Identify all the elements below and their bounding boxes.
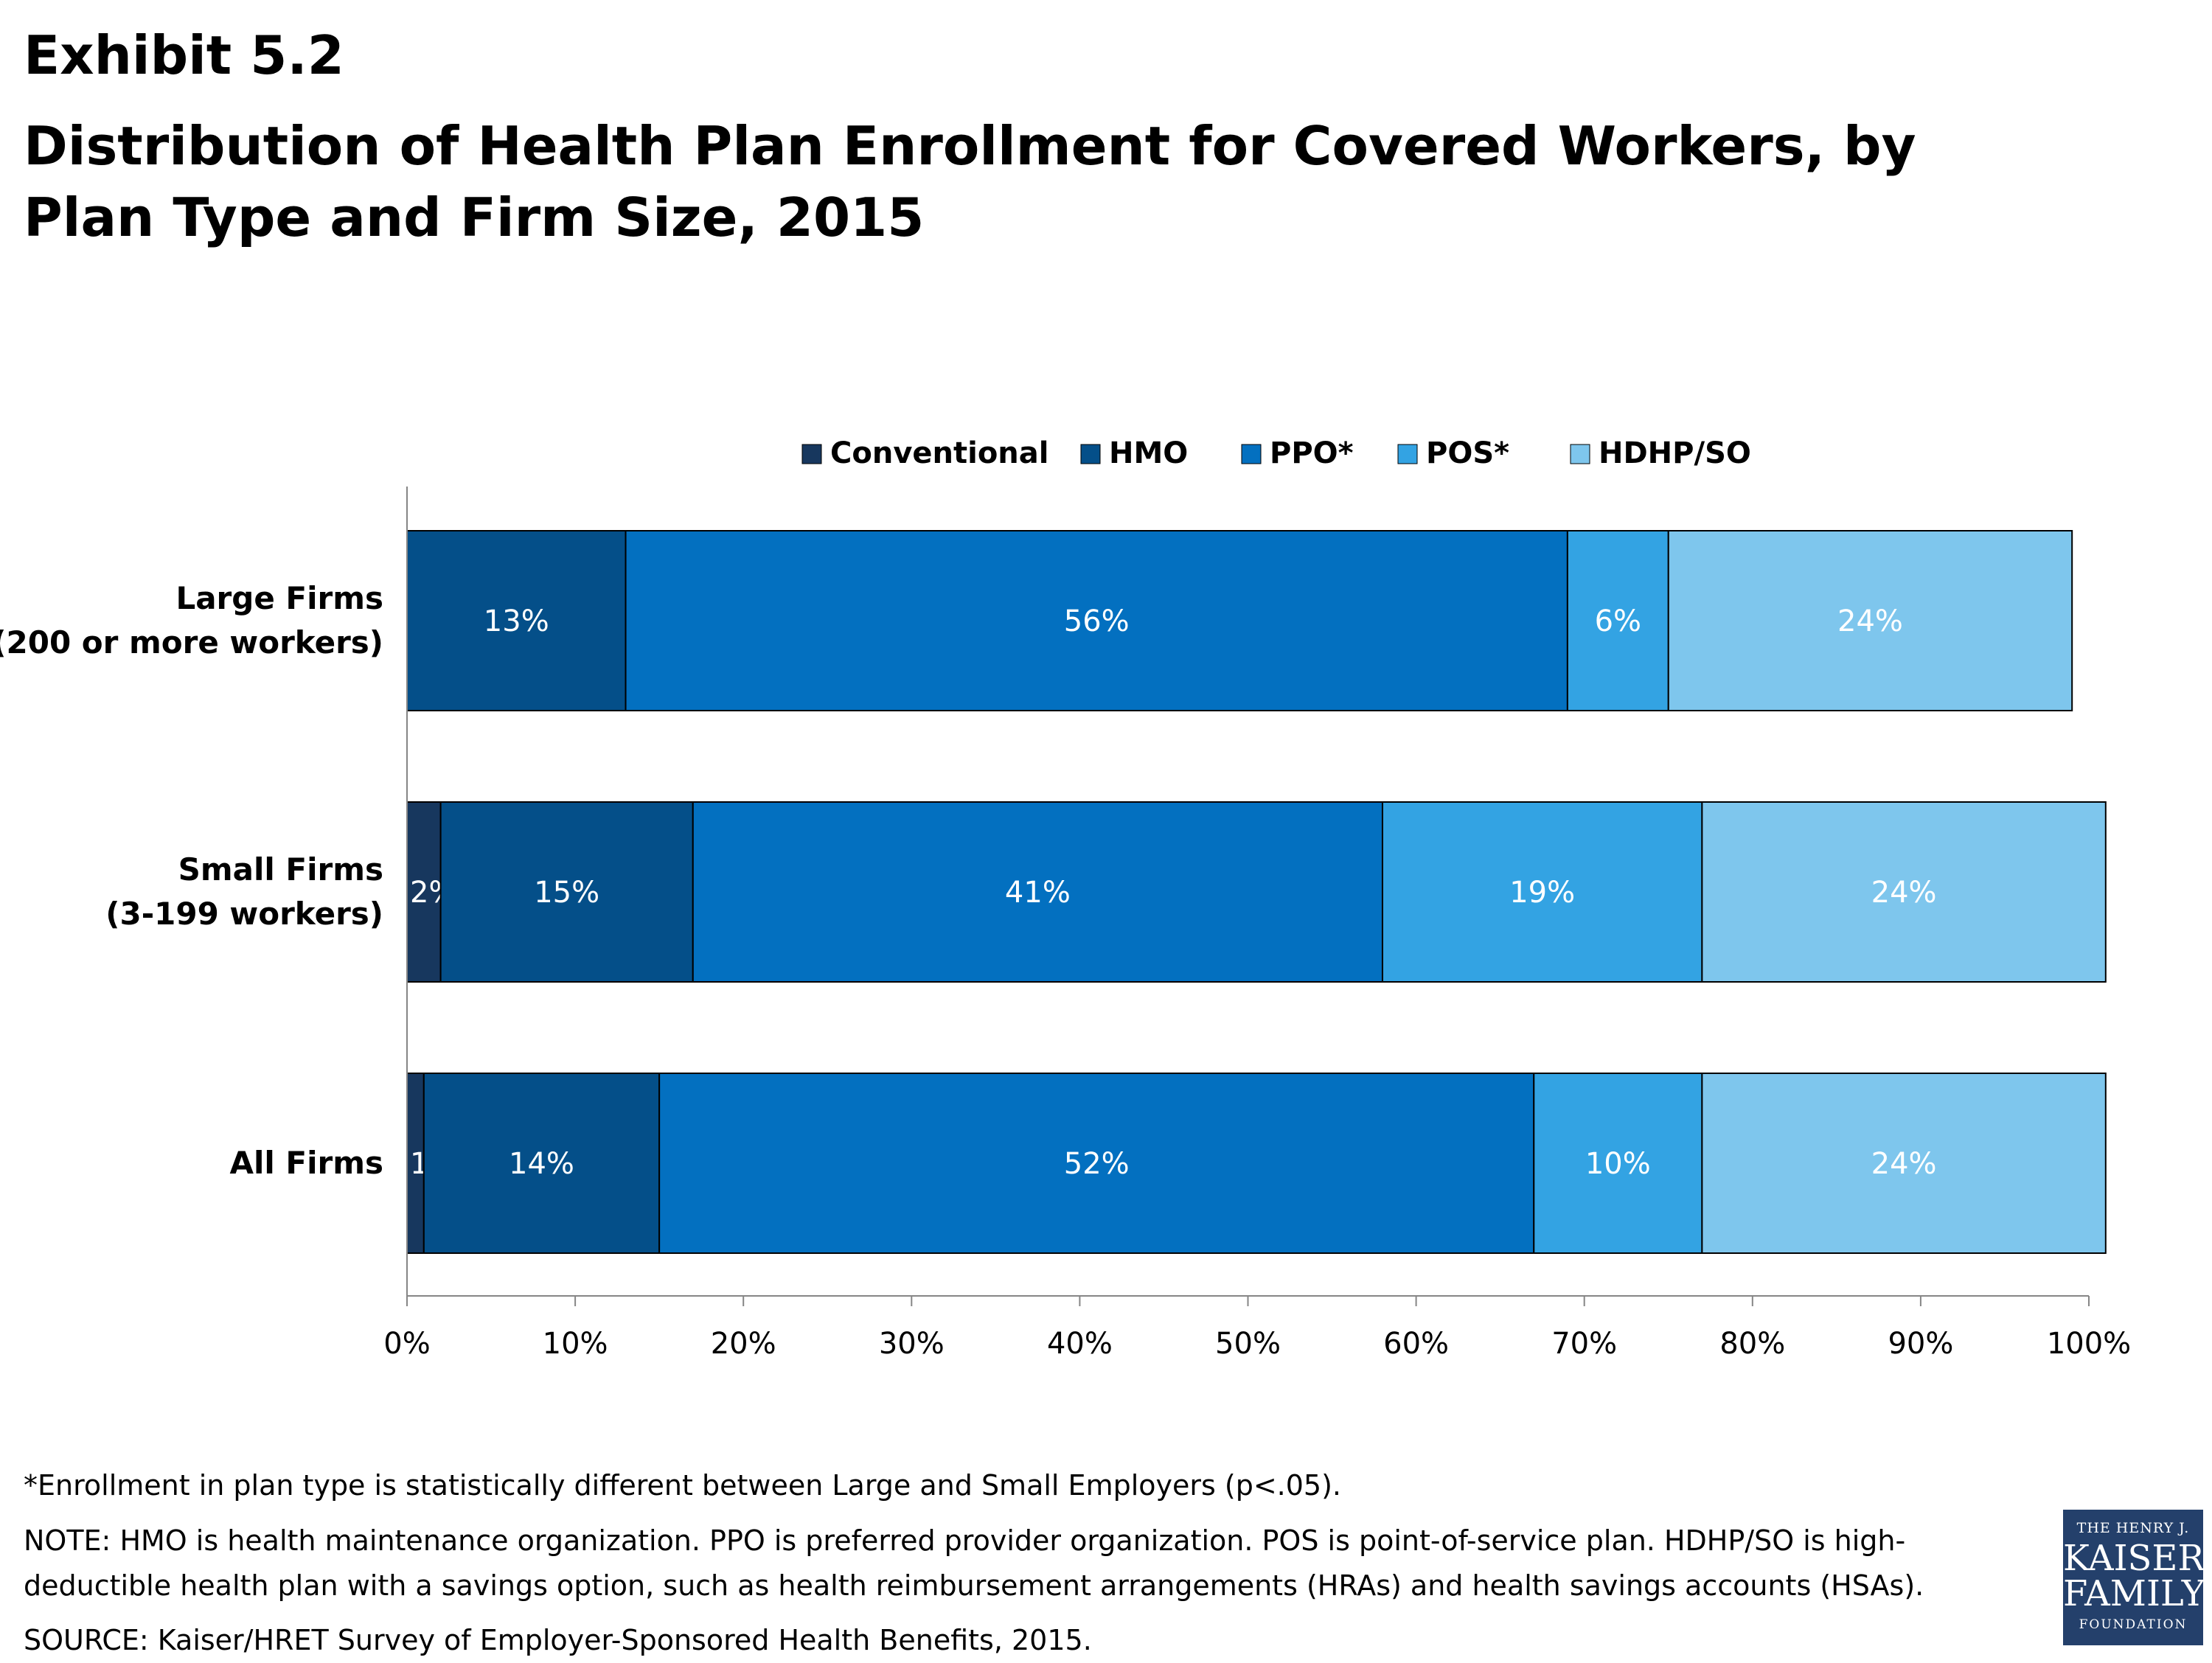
data-label-2-3: 10% [1585, 1147, 1651, 1181]
x-tick-label-5: 50% [1215, 1327, 1281, 1361]
category-label-0: Large Firms (200 or more workers) [0, 580, 383, 660]
logo-line-2: KAISER [2063, 1538, 2205, 1579]
legend-swatch-4 [1570, 444, 1590, 464]
bar-segment-1-4 [1701, 801, 2107, 983]
legend-swatch-1 [1080, 444, 1101, 464]
data-label-1-2: 41% [1005, 876, 1071, 910]
bar-segment-0-3 [1566, 530, 1669, 711]
bar-segment-2-1 [422, 1073, 661, 1254]
legend-label-2: PPO* [1270, 436, 1354, 470]
note-text: NOTE: HMO is health maintenance organiza… [24, 1524, 1924, 1602]
stacked-bar-chart: Conventional HMO PPO* POS* HDHP/SO 13% 56% 6% 2… [0, 436, 2131, 1361]
chart-title: Distribution of Health Plan Enrollment f… [24, 115, 1916, 249]
x-tick-label-10: 100% [2047, 1327, 2131, 1361]
bar-segment-2-2 [658, 1073, 1535, 1254]
bar-segment-1-1 [439, 801, 694, 983]
legend-swatch-3 [1397, 444, 1418, 464]
data-label-2-4: 24% [1871, 1147, 1937, 1181]
x-tick-label-7: 70% [1551, 1327, 1617, 1361]
data-label-1-1: 15% [534, 876, 599, 910]
legend-label-4: HDHP/SO [1599, 436, 1751, 470]
x-tick-label-8: 80% [1719, 1327, 1785, 1361]
axes: 0% 10% 20% 30% 40% 50% 60% 70% 80% 90% 100% [383, 487, 2131, 1361]
bar-segment-1-0 [406, 801, 442, 983]
logo-line-3: FAMILY [2063, 1573, 2205, 1614]
data-label-0-3: 6% [1595, 604, 1641, 638]
data-label-1-4: 24% [1871, 876, 1937, 910]
x-tick-label-1: 10% [543, 1327, 608, 1361]
bars-group: 13%56%6%24%2%15%41%19%24%1%14%52%10%24% [406, 530, 2107, 1254]
exhibit-number: Exhibit 5.2 [24, 24, 344, 86]
category-label-1: Small Firms (3-199 workers) [105, 851, 383, 932]
x-tick-label-2: 20% [711, 1327, 776, 1361]
logo-line-1: THE HENRY J. [2076, 1520, 2190, 1536]
x-tick-label-6: 60% [1383, 1327, 1449, 1361]
bar-segment-0-4 [1667, 530, 2073, 711]
x-tick-label-4: 40% [1047, 1327, 1113, 1361]
footnote: *Enrollment in plan type is statisticall… [24, 1469, 1342, 1502]
source-text: SOURCE: Kaiser/HRET Survey of Employer-S… [24, 1624, 1092, 1656]
category-label-2: All Firms [230, 1145, 383, 1181]
bar-segment-2-4 [1701, 1073, 2107, 1254]
legend-label-3: POS* [1426, 436, 1509, 470]
logo-line-4: FOUNDATION [2079, 1617, 2188, 1632]
kff-logo: THE HENRY J. KAISER FAMILY FOUNDATION [2063, 1510, 2205, 1645]
data-label-0-1: 13% [484, 604, 549, 638]
x-tick-label-3: 30% [879, 1327, 945, 1361]
legend-label-0: Conventional [830, 436, 1048, 470]
data-label-2-1: 14% [509, 1147, 574, 1181]
x-tick-label-0: 0% [383, 1327, 430, 1361]
bar-segment-0-2 [625, 530, 1568, 711]
category-labels: Large Firms (200 or more workers) Small Fi… [0, 580, 383, 1181]
bar-segment-1-3 [1381, 801, 1703, 983]
data-label-0-4: 24% [1837, 604, 1903, 638]
bar-segment-0-1 [406, 530, 627, 711]
legend-swatch-2 [1241, 444, 1262, 464]
data-label-1-3: 19% [1509, 876, 1575, 910]
legend: Conventional HMO PPO* POS* HDHP/SO [801, 436, 1751, 470]
legend-swatch-0 [801, 444, 822, 464]
x-tick-label-9: 90% [1888, 1327, 1953, 1361]
legend-label-1: HMO [1109, 436, 1188, 470]
data-label-0-2: 56% [1064, 604, 1130, 638]
bar-segment-1-2 [692, 801, 1383, 983]
data-label-2-2: 52% [1064, 1147, 1130, 1181]
